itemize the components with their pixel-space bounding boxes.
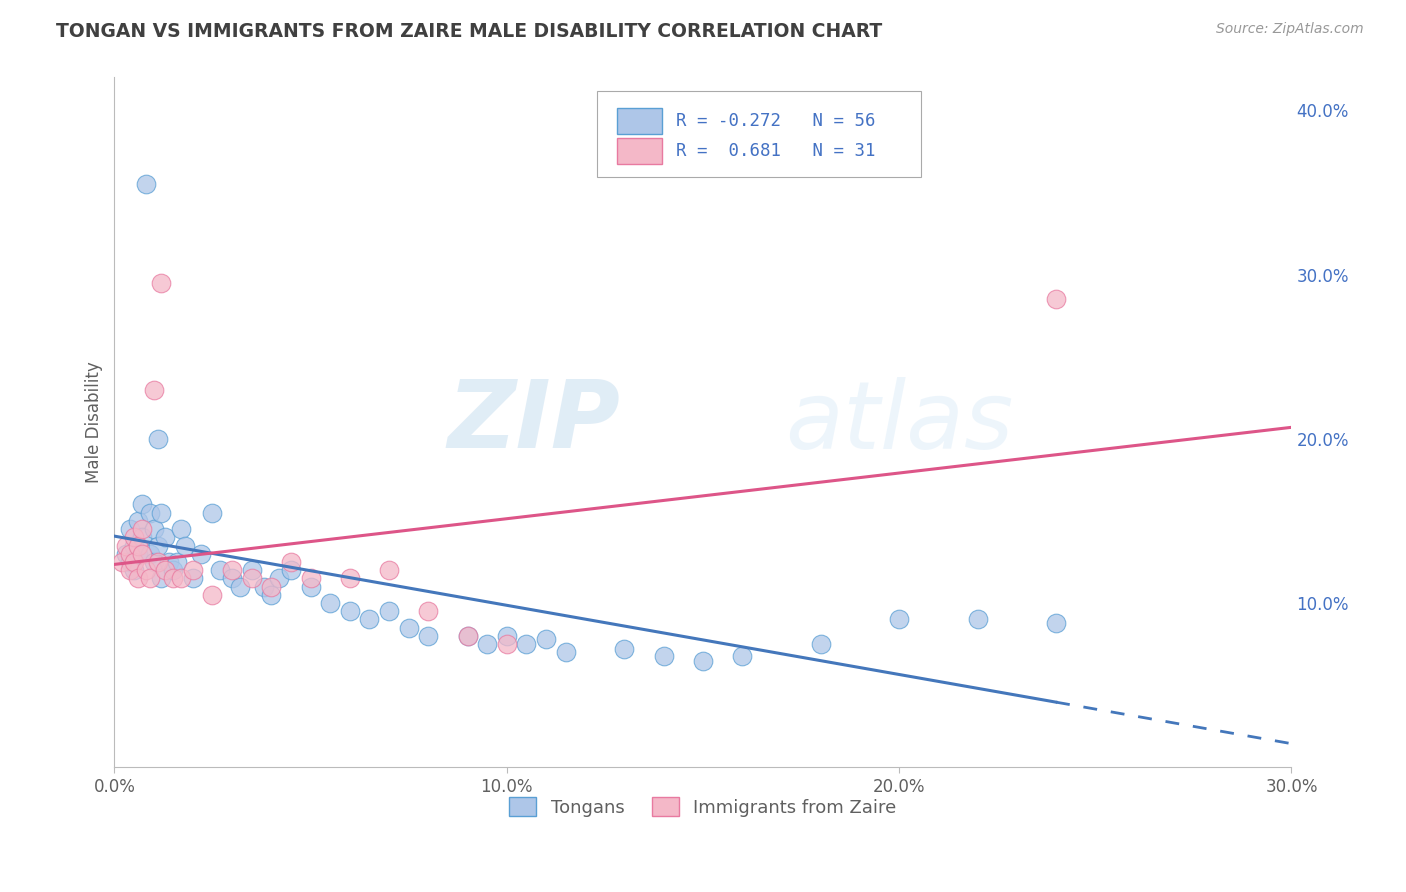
Point bbox=[127, 571, 149, 585]
Point bbox=[534, 632, 557, 647]
Point bbox=[269, 571, 291, 585]
Point bbox=[240, 571, 263, 585]
Point bbox=[252, 580, 274, 594]
FancyBboxPatch shape bbox=[617, 138, 662, 164]
Point bbox=[142, 555, 165, 569]
Point bbox=[135, 177, 157, 191]
Point bbox=[131, 547, 153, 561]
Point bbox=[515, 637, 537, 651]
Point bbox=[135, 563, 157, 577]
Point bbox=[495, 637, 517, 651]
Point bbox=[162, 571, 184, 585]
Point bbox=[138, 506, 160, 520]
Point bbox=[554, 645, 576, 659]
Text: R =  0.681   N = 31: R = 0.681 N = 31 bbox=[676, 142, 876, 161]
Point bbox=[378, 563, 401, 577]
Point bbox=[457, 629, 479, 643]
Point bbox=[221, 571, 243, 585]
Point bbox=[120, 547, 142, 561]
Point bbox=[155, 530, 177, 544]
Point bbox=[150, 276, 173, 290]
Point bbox=[475, 637, 498, 651]
Point bbox=[170, 522, 193, 536]
Point bbox=[162, 563, 184, 577]
Point bbox=[157, 555, 180, 569]
Y-axis label: Male Disability: Male Disability bbox=[86, 361, 103, 483]
Point bbox=[150, 571, 173, 585]
Point bbox=[1045, 615, 1067, 630]
Point bbox=[652, 648, 675, 663]
Point bbox=[122, 563, 145, 577]
Point bbox=[260, 588, 283, 602]
Point bbox=[731, 648, 754, 663]
Point bbox=[339, 571, 361, 585]
Point bbox=[120, 522, 142, 536]
Point bbox=[280, 555, 302, 569]
Point bbox=[221, 563, 243, 577]
Point bbox=[359, 612, 381, 626]
Point bbox=[122, 539, 145, 553]
FancyBboxPatch shape bbox=[617, 108, 662, 134]
Text: Source: ZipAtlas.com: Source: ZipAtlas.com bbox=[1216, 22, 1364, 37]
Point bbox=[181, 571, 204, 585]
Legend: Tongans, Immigrants from Zaire: Tongans, Immigrants from Zaire bbox=[502, 790, 904, 824]
Point bbox=[155, 563, 177, 577]
Point bbox=[142, 383, 165, 397]
Point bbox=[378, 604, 401, 618]
Point bbox=[966, 612, 988, 626]
Point bbox=[209, 563, 232, 577]
Point bbox=[887, 612, 910, 626]
Point bbox=[613, 642, 636, 657]
Point bbox=[146, 432, 169, 446]
Point bbox=[170, 571, 193, 585]
Point bbox=[111, 555, 134, 569]
Point bbox=[131, 522, 153, 536]
Point bbox=[115, 547, 138, 561]
Text: atlas: atlas bbox=[786, 376, 1014, 467]
Point bbox=[127, 539, 149, 553]
Point bbox=[495, 629, 517, 643]
Point bbox=[131, 530, 153, 544]
Point bbox=[120, 555, 142, 569]
Point bbox=[142, 522, 165, 536]
Point bbox=[166, 555, 188, 569]
Point bbox=[457, 629, 479, 643]
Point bbox=[122, 530, 145, 544]
FancyBboxPatch shape bbox=[598, 91, 921, 178]
Point bbox=[201, 506, 224, 520]
Point bbox=[810, 637, 832, 651]
Point bbox=[240, 563, 263, 577]
Point bbox=[127, 514, 149, 528]
Point bbox=[138, 547, 160, 561]
Point bbox=[150, 506, 173, 520]
Point bbox=[299, 580, 322, 594]
Point bbox=[418, 604, 440, 618]
Text: TONGAN VS IMMIGRANTS FROM ZAIRE MALE DISABILITY CORRELATION CHART: TONGAN VS IMMIGRANTS FROM ZAIRE MALE DIS… bbox=[56, 22, 883, 41]
Point bbox=[127, 547, 149, 561]
Point bbox=[692, 653, 714, 667]
Point bbox=[146, 539, 169, 553]
Text: R = -0.272   N = 56: R = -0.272 N = 56 bbox=[676, 112, 876, 130]
Point bbox=[299, 571, 322, 585]
Point bbox=[181, 563, 204, 577]
Point bbox=[115, 539, 138, 553]
Point bbox=[260, 580, 283, 594]
Point bbox=[339, 604, 361, 618]
Point bbox=[138, 571, 160, 585]
Point bbox=[1045, 292, 1067, 306]
Point bbox=[229, 580, 252, 594]
Point bbox=[201, 588, 224, 602]
Point bbox=[120, 563, 142, 577]
Point bbox=[319, 596, 342, 610]
Point bbox=[131, 498, 153, 512]
Point bbox=[418, 629, 440, 643]
Point bbox=[122, 555, 145, 569]
Point bbox=[146, 555, 169, 569]
Point bbox=[174, 539, 197, 553]
Text: ZIP: ZIP bbox=[447, 376, 620, 468]
Point bbox=[398, 621, 420, 635]
Point bbox=[190, 547, 212, 561]
Point bbox=[280, 563, 302, 577]
